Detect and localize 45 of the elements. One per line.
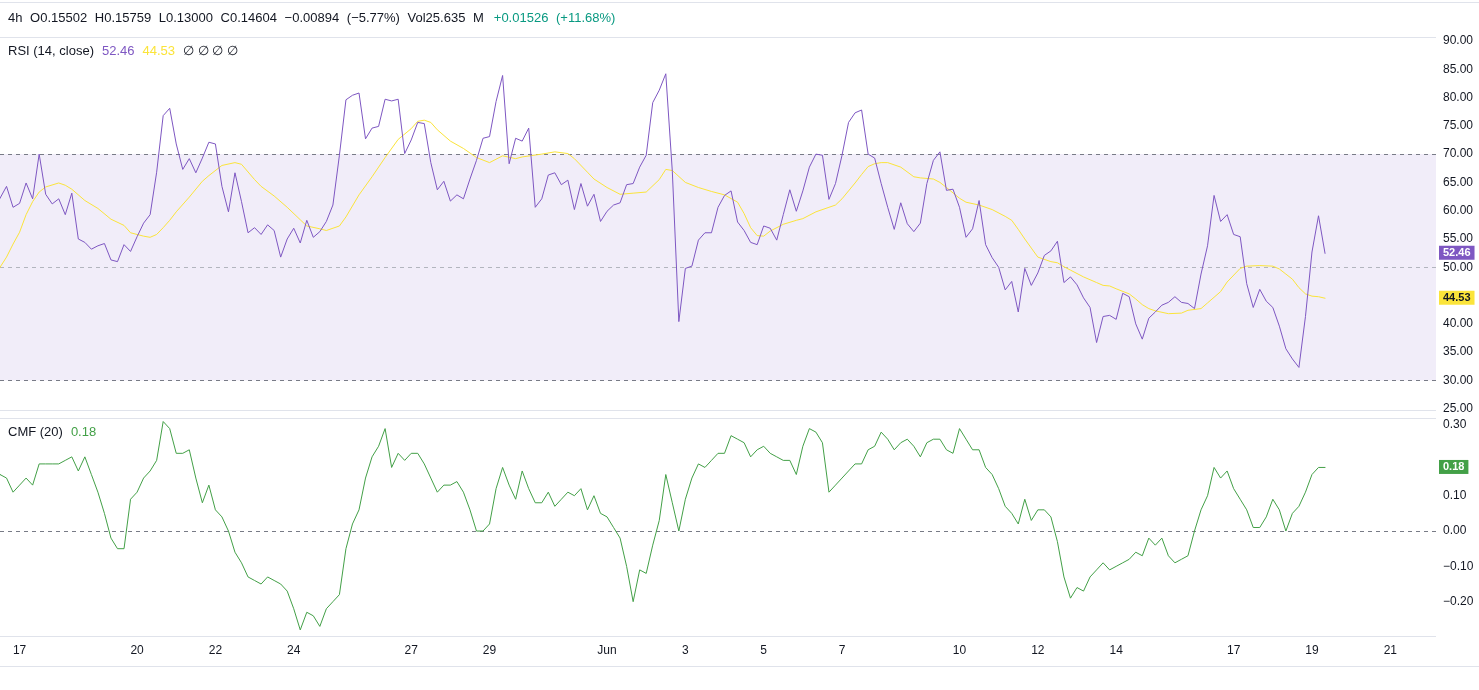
x-tick-label: 5 — [760, 643, 768, 658]
x-tick-label: 24 — [287, 643, 301, 658]
y-tick-label: 50.00 — [1443, 259, 1474, 274]
y-tick-label: 44.53 — [1443, 291, 1471, 304]
legend-title: RSI (14, close) — [8, 43, 94, 59]
x-tick-label: 7 — [838, 643, 846, 658]
y-tick-label: 0.18 — [1443, 460, 1465, 473]
x-tick-label: Jun — [597, 643, 617, 658]
y-tick-label: −0.20 — [1443, 593, 1474, 608]
x-tick-label: 17 — [12, 643, 27, 658]
chart-subtitle: +0.01526 (+11.68%) — [493, 10, 616, 25]
y-tick-label: 60.00 — [1443, 203, 1474, 218]
y-tick-label: 55.00 — [1443, 231, 1474, 246]
x-tick-label: 20 — [130, 643, 145, 658]
text: 44.53 — [142, 43, 176, 58]
y-tick-label: 0.10 — [1443, 488, 1467, 503]
y-tick-label: −0.10 — [1443, 558, 1474, 573]
x-tick-label: 14 — [1109, 643, 1124, 658]
text: 52.46 — [101, 43, 135, 58]
y-tick-label: 90.00 — [1443, 33, 1474, 48]
text: 0.18 — [70, 424, 97, 439]
x-tick-label: 29 — [482, 643, 497, 658]
y-tick-label: 0.00 — [1443, 523, 1467, 538]
legend-title: CMF (20) — [8, 424, 63, 440]
annotation: ∅ ∅ ∅ ∅ — [183, 43, 238, 59]
y-tick-label: 75.00 — [1443, 118, 1474, 133]
y-tick-label: 0.30 — [1443, 417, 1467, 432]
y-tick-label: 40.00 — [1443, 316, 1474, 331]
x-tick-label: 22 — [208, 643, 223, 658]
x-tick-label: 19 — [1305, 643, 1319, 658]
y-tick-label: 85.00 — [1443, 61, 1474, 76]
y-tick-label: 70.00 — [1443, 146, 1474, 161]
y-tick-label: 25.00 — [1443, 401, 1474, 416]
y-tick-label: 30.00 — [1443, 372, 1474, 387]
x-tick-label: 17 — [1226, 643, 1241, 658]
y-tick-label: 52.46 — [1443, 246, 1471, 259]
chart-title: 4h O0.15502 H0.15759 L0.13000 C0.14604 −0.00894 (−5.77%) Vol25.635 M — [8, 10, 484, 25]
y-tick-label: 65.00 — [1443, 174, 1474, 189]
x-tick-label: 3 — [682, 643, 690, 658]
x-tick-label: 10 — [952, 643, 967, 658]
x-tick-label: 21 — [1383, 643, 1398, 658]
x-tick-label: 12 — [1031, 643, 1045, 658]
y-tick-label: 35.00 — [1443, 344, 1474, 359]
x-tick-label: 27 — [404, 643, 419, 658]
y-tick-label: 80.00 — [1443, 89, 1474, 104]
